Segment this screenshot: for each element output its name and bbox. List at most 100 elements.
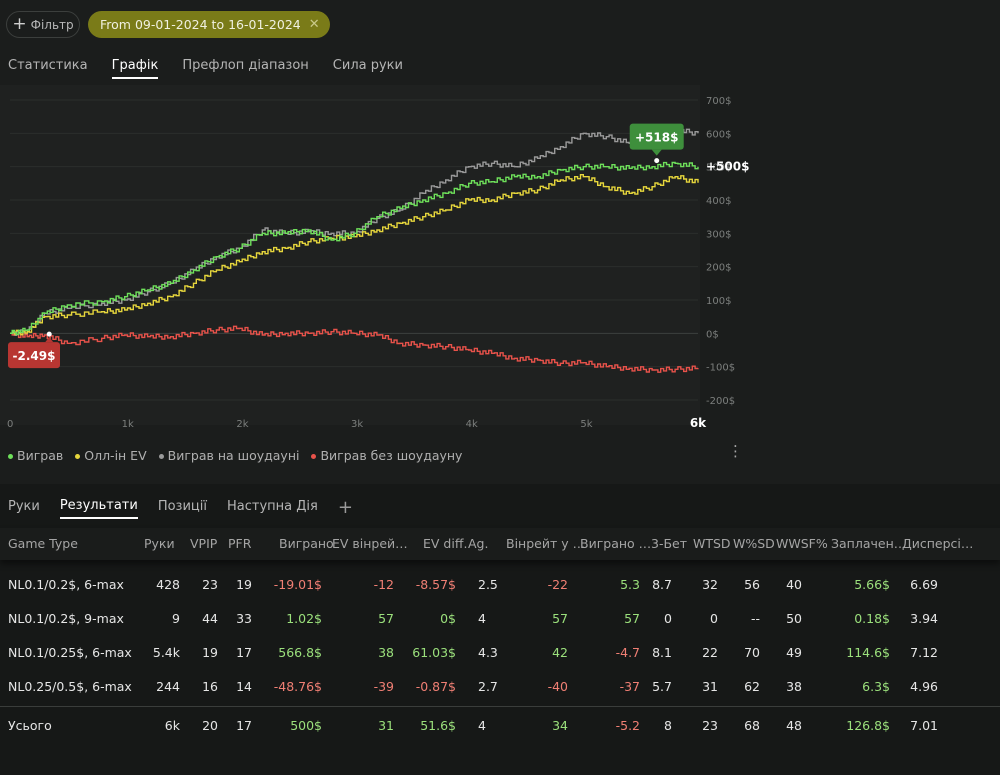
cell-three-bet: 0 (664, 611, 672, 626)
date-range-chip[interactable]: From 09-01-2024 to 16-01-2024 ✕ (88, 11, 330, 38)
cell-ev-diff: -8.57$ (415, 577, 456, 592)
series-non-showdown-line[interactable] (10, 325, 699, 373)
add-tab-icon[interactable]: + (337, 497, 353, 518)
tab-results[interactable]: Результати (59, 498, 138, 519)
tab-graph[interactable]: Графік (111, 58, 159, 79)
x-tick-label: 4k (466, 419, 478, 430)
cell-won: 1.02$ (286, 611, 322, 626)
cell-aggression: 4.3 (478, 645, 498, 660)
plus-icon: + (12, 14, 27, 34)
cell-winrate-showdown: -40 (547, 679, 568, 694)
table-row[interactable]: NL0.1/0.2$, 9-max 9 44 33 1.02$ 57 0$ 4 57 57 0 0 --… (0, 602, 1000, 636)
low-badge-label: -2.49$ (13, 349, 56, 363)
cell-game-type: NL0.25/0.5$, 6-max (8, 679, 132, 694)
cell-pfr: 33 (236, 611, 252, 626)
cell-game-type: NL0.1/0.25$, 6-max (8, 645, 132, 660)
legend-dot-showdown (158, 454, 164, 459)
plot-area (0, 85, 700, 425)
cell-ev-diff: 61.03$ (412, 645, 456, 660)
filter-button[interactable]: + Фільтр (6, 11, 80, 38)
cell-aggression: 4 (478, 718, 486, 733)
table-row-total[interactable]: Усього 6k 20 17 500$ 31 51.6$ 4 34 -5.2 8 23 68 48 126… (0, 709, 1000, 743)
cell-winrate-showdown: 34 (552, 718, 568, 733)
column-header-wtsd[interactable]: WTSD (693, 536, 731, 551)
table-row[interactable]: NL0.1/0.2$, 6-max 428 23 19 -19.01$ -12 -8.57$… (0, 568, 1000, 602)
legend-label-won: Виграв (17, 448, 64, 463)
lower-tabs: Руки Результати Позиції Наступна Дія + (8, 497, 353, 520)
more-options-icon[interactable]: ⋮ (728, 442, 743, 460)
legend-item-won[interactable]: Виграв (8, 448, 63, 463)
x-tick-label: 5k (580, 419, 592, 430)
table-row[interactable]: NL0.1/0.25$, 6-max 5.4k 19 17 566.8$ 38 61.03$… (0, 636, 1000, 670)
total-divider (0, 706, 1000, 707)
cell-pfr: 19 (236, 577, 252, 592)
table-row[interactable]: NL0.25/0.5$, 6-max 244 16 14 -48.76$ -39 -0.87… (0, 670, 1000, 704)
cell-aggression: 4 (478, 611, 486, 626)
tab-statistics[interactable]: Статистика (8, 58, 88, 73)
cell-won-showdown: -5.2 (615, 718, 640, 733)
y-tick-label: 100$ (706, 296, 731, 307)
cell-hands: 244 (156, 679, 180, 694)
legend-dot-won (8, 454, 13, 459)
column-header-pfr[interactable]: PFR (228, 536, 252, 551)
cell-ev-winrate: 31 (378, 718, 394, 733)
column-header-three-bet[interactable]: 3-Бет (651, 536, 688, 551)
close-icon[interactable]: ✕ (308, 17, 320, 32)
cell-wwsf: 49 (786, 645, 802, 660)
cell-aggression: 2.7 (478, 679, 498, 694)
legend-item-allin-ev[interactable]: Олл-ін EV (75, 448, 147, 463)
column-header-wsd[interactable]: W%SD (733, 536, 775, 551)
y-tick-label: 0$ (706, 329, 719, 340)
end-value-label: +500$ (706, 160, 749, 174)
cell-variance: 7.12 (910, 645, 938, 660)
cell-vpip: 23 (202, 577, 218, 592)
cell-three-bet: 8 (664, 718, 672, 733)
cell-variance: 6.69 (910, 577, 938, 592)
column-header-winrate-showdown[interactable]: Вінрейт у … (506, 536, 586, 551)
cell-won: -48.76$ (273, 679, 322, 694)
column-header-ev-diff[interactable]: EV diff. (423, 536, 468, 551)
tab-preflop-range[interactable]: Префлоп діапазон (182, 58, 309, 73)
column-header-wwsf[interactable]: WWSF% (776, 536, 828, 551)
peak-badge-pointer (651, 149, 662, 156)
peak-marker (654, 158, 660, 164)
filter-label: Фільтр (30, 17, 74, 32)
cell-aggression: 2.5 (478, 577, 498, 592)
column-header-vpip[interactable]: VPIP (190, 536, 218, 551)
legend-item-showdown[interactable]: Виграв на шоудауні (158, 448, 299, 463)
cell-paid-rake: 6.3$ (862, 679, 890, 694)
profit-chart[interactable]: 700$ 600$ 500$ 400$ 300$ 200$ 100$ 0$ -100$ -200$… (0, 85, 1000, 435)
cell-winrate-showdown: -22 (547, 577, 568, 592)
cell-variance: 7.01 (910, 718, 938, 733)
results-panel: Руки Результати Позиції Наступна Дія + G… (0, 484, 1000, 775)
cell-vpip: 20 (202, 718, 218, 733)
column-header-paid-rake[interactable]: Заплачен… (831, 536, 907, 551)
cell-wwsf: 40 (786, 577, 802, 592)
cell-hands: 428 (156, 577, 180, 592)
x-tick-label: 6k (690, 416, 707, 430)
cell-pfr: 17 (236, 718, 252, 733)
tab-hands[interactable]: Руки (8, 499, 40, 514)
column-header-game-type[interactable]: Game Type (8, 536, 78, 551)
series-won-line[interactable] (10, 161, 699, 336)
cell-wwsf: 38 (786, 679, 802, 694)
column-header-ev-winrate[interactable]: EV вінрей… (332, 536, 408, 551)
legend-item-non-showdown[interactable]: Виграв без шоудауну (311, 448, 462, 463)
x-tick-label: 2k (236, 419, 248, 430)
top-bar: + Фільтр From 09-01-2024 to 16-01-2024 ✕ (0, 0, 1000, 48)
y-tick-label: 500$ (706, 163, 731, 174)
column-header-hands[interactable]: Руки (144, 536, 175, 551)
cell-won: 500$ (290, 718, 322, 733)
column-header-aggression[interactable]: Ag. (468, 536, 489, 551)
column-header-won-showdown[interactable]: Виграно … (580, 536, 652, 551)
cell-three-bet: 8.1 (652, 645, 672, 660)
column-header-variance[interactable]: Дисперсі… (902, 536, 974, 551)
tab-hand-strength[interactable]: Сила руки (332, 58, 403, 73)
cell-wtsd: 22 (702, 645, 718, 660)
cell-won: 566.8$ (278, 645, 322, 660)
column-header-won[interactable]: Виграно (279, 536, 334, 551)
cell-vpip: 44 (202, 611, 218, 626)
tab-positions[interactable]: Позиції (157, 499, 207, 514)
cell-paid-rake: 5.66$ (854, 577, 890, 592)
tab-next-action[interactable]: Наступна Дія (227, 499, 318, 514)
